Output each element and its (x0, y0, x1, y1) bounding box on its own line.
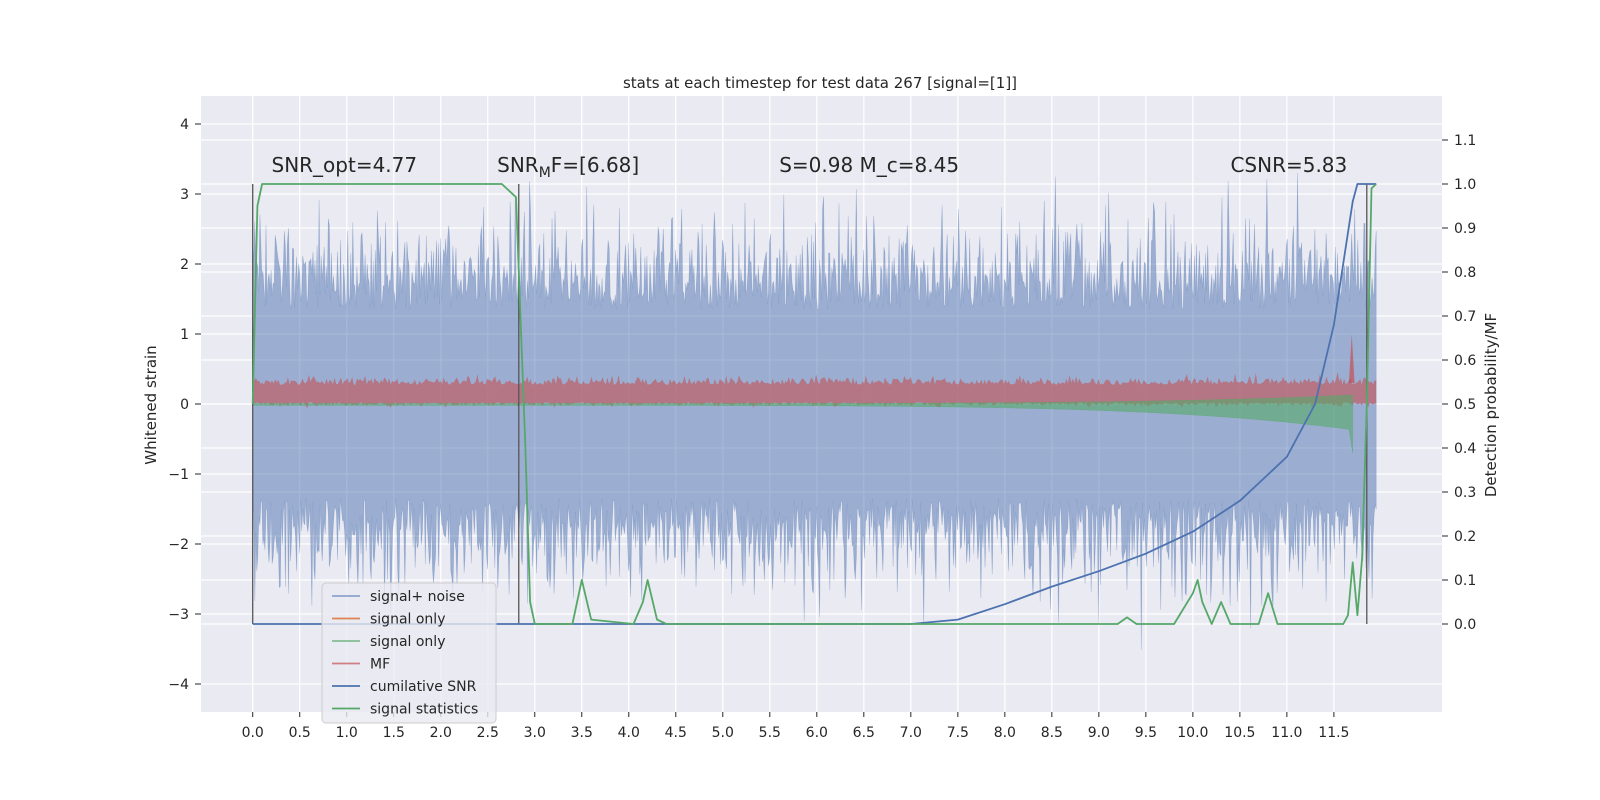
legend-label: signal only (370, 612, 445, 628)
x-tick-label: 10.0 (1177, 725, 1208, 741)
legend: signal+ noise signal only signal only MF cum… (321, 582, 497, 724)
x-tick-label: 11.0 (1271, 725, 1302, 741)
mf-band (252, 372, 1377, 409)
x-tick-label: 8.5 (1041, 725, 1063, 741)
y2-tick-label: 0.9 (1454, 221, 1476, 237)
x-tick-label: 5.5 (759, 725, 781, 741)
y2-tick-label: 0.3 (1454, 485, 1476, 501)
signal-only-chirp (252, 394, 1353, 454)
y2-tick-label: 1.0 (1454, 177, 1476, 193)
x-axis-ticks: 0.0 0.5 1.0 1.5 2.0 2.5 3.0 3.5 4.0 4.5 5.0 5.5 6.0 6… (242, 712, 1349, 741)
annotations: SNR_opt=4.77 SNRMF=[6.68] S=0.98 M_c=8.45 C… (272, 153, 1348, 181)
legend-label: signal+ noise (370, 589, 465, 605)
x-tick-label: 2.5 (477, 725, 499, 741)
y2-tick-label: 0.6 (1454, 353, 1476, 369)
cumilative-snr-line (252, 183, 1377, 625)
x-tick-label: 1.0 (336, 725, 358, 741)
y2-tick-label: 0.7 (1454, 309, 1476, 325)
y-tick-label: −1 (168, 467, 189, 483)
annotation-2: S=0.98 M_c=8.45 (779, 153, 959, 177)
y2-tick-label: 0.5 (1454, 397, 1476, 413)
y-tick-label: 1 (180, 327, 189, 343)
signal-only-series (252, 394, 1353, 454)
y2-tick-label: 1.1 (1454, 133, 1476, 149)
y-tick-label: −2 (168, 537, 189, 553)
x-tick-label: 3.5 (571, 725, 593, 741)
annotation-3: CSNR=5.83 (1230, 153, 1347, 177)
x-tick-label: 6.0 (806, 725, 828, 741)
y-axis-ticks: 4 3 2 1 0 −1 −2 −3 −4 (168, 117, 201, 693)
x-tick-label: 8.0 (994, 725, 1016, 741)
y-tick-label: 3 (180, 187, 189, 203)
signal-statistics-line (251, 183, 1377, 625)
y-tick-label: −4 (168, 677, 189, 693)
x-tick-label: 1.5 (383, 725, 405, 741)
x-tick-label: 9.5 (1135, 725, 1157, 741)
x-tick-label: 9.0 (1088, 725, 1110, 741)
annotation-1: SNRMF=[6.68] (497, 153, 639, 181)
y2-tick-label: 0.4 (1454, 441, 1476, 457)
x-tick-label: 7.5 (947, 725, 969, 741)
x-tick-label: 0.0 (242, 725, 264, 741)
x-tick-label: 7.0 (900, 725, 922, 741)
x-tick-label: 11.5 (1318, 725, 1349, 741)
x-tick-label: 3.0 (524, 725, 546, 741)
y2-axis-label: Detection probability/MF (1482, 313, 1500, 497)
y2-tick-label: 0.2 (1454, 529, 1476, 545)
y-tick-label: 4 (180, 117, 189, 133)
mf-spike (1348, 334, 1355, 383)
y2-tick-label: 0.8 (1454, 265, 1476, 281)
annotation-0: SNR_opt=4.77 (272, 153, 418, 177)
right-axis-series (251, 183, 1377, 625)
legend-label: signal only (370, 634, 445, 650)
y-tick-label: −3 (168, 607, 189, 623)
legend-label: cumilative SNR (370, 679, 477, 695)
x-tick-label: 2.0 (430, 725, 452, 741)
signal-noise-series (252, 172, 1377, 650)
signal-noise-fill (252, 172, 1377, 650)
y-axis-label: Whitened strain (142, 345, 160, 464)
x-tick-label: 6.5 (853, 725, 875, 741)
y2-tick-label: 0.1 (1454, 573, 1476, 589)
x-tick-label: 5.0 (712, 725, 734, 741)
x-tick-label: 4.0 (618, 725, 640, 741)
legend-label: signal statistics (370, 702, 478, 718)
y2-axis-ticks: 1.1 1.0 0.9 0.8 0.7 0.6 0.5 0.4 0.3 0.2 0.1 0.0 (1442, 133, 1476, 633)
legend-label: MF (370, 657, 390, 673)
chart-title: stats at each timestep for test data 267… (623, 74, 1017, 92)
x-tick-label: 4.5 (665, 725, 687, 741)
y2-tick-label: 0.0 (1454, 617, 1476, 633)
mf-series (252, 334, 1377, 409)
legend-box (321, 582, 497, 724)
y-tick-label: 0 (180, 397, 189, 413)
y-tick-label: 2 (180, 257, 189, 273)
x-tick-label: 10.5 (1224, 725, 1255, 741)
x-tick-label: 0.5 (289, 725, 311, 741)
